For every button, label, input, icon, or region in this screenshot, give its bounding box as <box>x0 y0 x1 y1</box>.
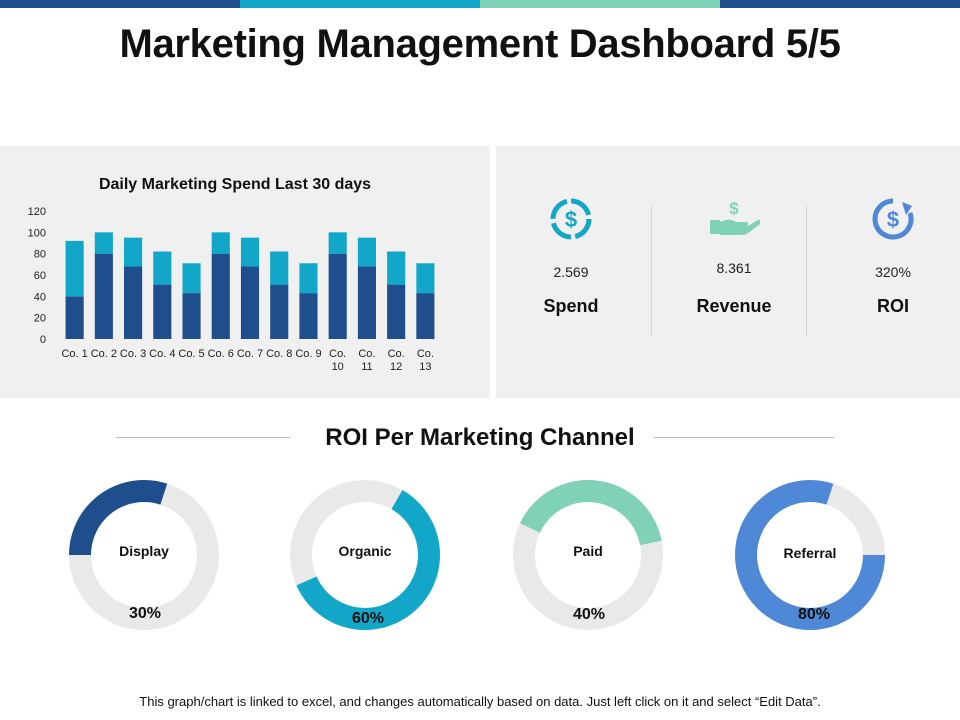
donut-value-arc <box>290 480 440 630</box>
section-rule-left <box>116 437 290 438</box>
bar-segment <box>387 251 406 285</box>
kpi-revenue-label: Revenue <box>696 296 772 316</box>
donut-ring <box>290 480 440 630</box>
y-tick-label: 80 <box>34 249 46 261</box>
kpi-divider <box>651 206 652 336</box>
y-tick-label: 20 <box>34 313 46 325</box>
x-tick-label: Co. 12 <box>388 348 405 373</box>
bar-segment <box>124 237 143 267</box>
spend-bar-chart: 0 20 40 60 80 100 120 Co. 1 Co. 2 Co. 3 Co. 4 Co. 5… <box>28 206 435 373</box>
chart-title: Daily Marketing Spend Last 30 days <box>98 176 372 193</box>
top-band-segment-1 <box>0 0 240 8</box>
kpi-spend: $ 2.569 Spend <box>496 146 646 398</box>
x-tick-label: Co. 5 <box>178 348 204 360</box>
donut-label: Organic <box>338 543 392 559</box>
bar-segment <box>182 263 201 294</box>
x-tick-label: Co. 6 <box>208 348 234 360</box>
x-tick-label: Co. 1 <box>61 348 87 360</box>
top-color-band <box>0 0 960 8</box>
x-tick-label: Co. 3 <box>120 348 146 360</box>
bar-segment <box>328 253 347 339</box>
svg-text:$: $ <box>565 207 577 232</box>
x-tick-label: Co. 11 <box>358 348 375 373</box>
donut-ring <box>735 480 885 630</box>
bar-segment <box>387 284 406 339</box>
bar-segment <box>357 266 376 339</box>
donut-percent: 60% <box>351 610 385 627</box>
x-tick-label: Co. 10 <box>329 348 346 373</box>
kpi-spend-label: Spend <box>543 296 599 316</box>
donut-percent: 40% <box>572 606 606 623</box>
footer-note: This graph/chart is linked to excel, and… <box>139 694 821 709</box>
bar-segment <box>299 263 318 294</box>
kpi-revenue: $ 8.361 Revenue <box>659 146 809 398</box>
svg-text:$: $ <box>729 199 739 218</box>
x-tick-label: Co. 8 <box>266 348 292 360</box>
donut-label: Referral <box>783 545 837 561</box>
donut-percent: 80% <box>797 606 831 623</box>
bar-segment <box>65 296 84 339</box>
donut-value-arc <box>735 480 885 630</box>
hand-dollar-icon: $ <box>708 198 762 243</box>
dollar-cycle-icon: $ <box>548 196 594 247</box>
roi-section-title: ROI Per Marketing Channel <box>325 424 635 451</box>
kpi-divider <box>806 206 807 336</box>
bar-segment <box>240 237 260 267</box>
bar-segment <box>270 284 289 339</box>
donut-paid: Paid 40% <box>511 478 665 632</box>
bar-segment <box>416 263 435 294</box>
bar-segment <box>94 232 113 254</box>
donut-display: Display 30% <box>67 478 221 632</box>
y-tick-label: 100 <box>28 227 46 239</box>
bar-segment <box>211 253 230 339</box>
y-tick-label: 40 <box>34 291 46 303</box>
donut-value-arc <box>69 480 219 630</box>
bar-segment <box>299 293 318 339</box>
section-rule-right <box>654 437 834 438</box>
kpi-roi-value: 320% <box>875 264 911 280</box>
bar-segment <box>211 232 230 254</box>
y-tick-label: 60 <box>34 270 46 282</box>
bar-segment <box>153 251 172 285</box>
donut-label: Paid <box>573 543 603 559</box>
donut-percent: 30% <box>128 605 162 622</box>
donut-ring <box>69 480 219 630</box>
bar-segment <box>94 253 113 339</box>
kpi-roi: $ 320% ROI <box>818 146 960 398</box>
y-tick-label: 120 <box>28 206 46 218</box>
x-tick-label: Co. 9 <box>295 348 321 360</box>
x-tick-label: Co. 2 <box>91 348 117 360</box>
x-tick-label: Co. 4 <box>149 348 175 360</box>
x-tick-label: Co. 7 <box>237 348 263 360</box>
kpi-spend-value: 2.569 <box>553 264 589 280</box>
donut-label: Display <box>119 543 169 559</box>
bar-segment <box>153 284 172 339</box>
top-band-segment-3 <box>480 0 720 8</box>
bar-segment <box>357 237 376 267</box>
page-title: Marketing Management Dashboard 5/5 <box>119 22 841 66</box>
bar-segment <box>270 251 289 285</box>
bar-segment <box>182 293 201 339</box>
dollar-refresh-icon: $ <box>870 196 916 247</box>
kpi-revenue-value: 8.361 <box>716 260 752 276</box>
spend-chart-panel: Daily Marketing Spend Last 30 days 0 20 40… <box>0 146 490 398</box>
top-band-segment-2 <box>240 0 480 8</box>
x-tick-label: Co. 13 <box>417 348 434 373</box>
bar-segment <box>65 240 84 297</box>
bar-segment <box>124 266 143 339</box>
y-tick-label: 0 <box>40 334 46 346</box>
donut-organic: Organic 60% <box>288 478 442 632</box>
top-band-segment-4 <box>720 0 960 8</box>
kpi-roi-label: ROI <box>876 296 909 316</box>
kpi-panel: $ 2.569 Spend $ 8.361 Revenue $ 320% ROI <box>496 146 960 398</box>
bar-segment <box>328 232 347 254</box>
donut-ring <box>513 479 663 630</box>
svg-text:$: $ <box>887 207 899 232</box>
bar-segment <box>416 293 435 339</box>
donut-referral: Referral 80% <box>733 478 887 632</box>
bar-segment <box>240 266 260 339</box>
